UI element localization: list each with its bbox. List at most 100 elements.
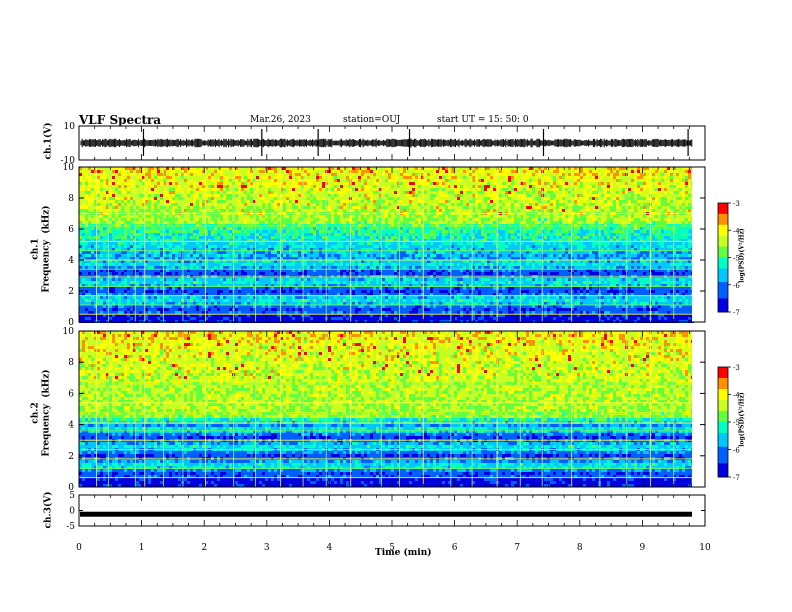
ch1-spectrogram-colorbar-cell-26	[718, 273, 728, 278]
ch3-waveform-ytick-label-2: -5	[66, 522, 75, 532]
ch1-spectrogram-colorbar-cell-2	[718, 208, 728, 212]
ch1-spectrogram-blank	[692, 167, 705, 322]
ch2-spectrogram-colorbar-cell-28	[718, 444, 728, 448]
ch2-spectrogram-colorbar-cell-16	[718, 411, 728, 415]
ch1-spectrogram-colorbar-cell-19	[718, 254, 728, 258]
ch1-spectrogram-colorbar-cell-34	[718, 295, 728, 299]
ch1-spectrogram-colorbar-cell-27	[718, 276, 728, 280]
ch2-spectrogram-colorbar-cell-17	[718, 413, 728, 417]
x-tick-label-10: 10	[699, 543, 711, 553]
ch2-spectrogram-colorbar-cell-9	[718, 391, 728, 395]
ch2-spectrogram-colorbar-cell-2	[718, 372, 728, 376]
ch2-spectrogram-colorbar-cell-7	[718, 386, 728, 390]
ch2-spectrogram-colorbar-cell-0	[718, 367, 728, 371]
ch2-spectrogram-cb-tick-label-3: -6	[733, 447, 740, 455]
x-tick-label-0: 0	[76, 543, 82, 553]
ch2-spectrogram-colorbar-cell-3	[718, 375, 728, 379]
ch1-spectrogram-colorbar-cell-37	[718, 303, 728, 308]
ch1-spectrogram-ytick-label-2: 4	[68, 256, 74, 266]
ch3-waveform-ylabel: ch.3(V)	[43, 492, 53, 529]
ch1-waveform-trace	[80, 138, 693, 148]
ch2-spectrogram-colorbar-cell-21	[718, 424, 728, 428]
x-tick-label-6: 6	[452, 543, 458, 553]
ch2-spectrogram-ytick-label-0: 0	[68, 483, 74, 493]
ch2-spectrogram-blank	[692, 331, 705, 487]
colorbar-label-ch1: log(PSD)(V²/Hz)	[739, 228, 746, 282]
start-time-label: start UT = 15: 50: 0	[437, 115, 529, 125]
ch2-spectrogram-colorbar-cell-23	[718, 430, 728, 434]
ch1-waveform-ytick-label-1: -10	[61, 156, 76, 166]
ch1-spectrogram-colorbar-cell-23	[718, 265, 728, 269]
ch2-spectrogram-colorbar-cell-1	[718, 369, 728, 373]
ch2-spectrogram-colorbar-cell-11	[718, 397, 728, 401]
ch1-spectrogram-cb-tick-label-1: -4	[733, 227, 740, 235]
ch3-waveform-ytick-label-0: 5	[69, 491, 75, 501]
ch2-spectrogram-colorbar-cell-31	[718, 452, 728, 456]
ch2-spectrogram-colorbar-cell-8	[718, 389, 728, 393]
ch1-spectrogram-colorbar-cell-33	[718, 292, 728, 297]
ch1-spectrogram-colorbar-cell-16	[718, 246, 728, 250]
figure-title: VLF Spectra	[79, 113, 161, 127]
ch1-spectrogram-colorbar-cell-15	[718, 243, 728, 248]
ch1-spectrogram-colorbar-cell-1	[718, 205, 728, 209]
ch1-spectrogram-colorbar-cell-36	[718, 301, 728, 305]
ch1-spectrogram-colorbar-cell-28	[718, 279, 728, 283]
ch1-waveform-ylabel: ch.1(V)	[43, 123, 53, 160]
ch1-spectrogram-colorbar-cell-29	[718, 282, 728, 286]
ch1-spectrogram-ylabel: ch.1 Frequency (kHz)	[31, 205, 53, 292]
x-tick-label-7: 7	[514, 543, 520, 553]
ch1-spectrogram-colorbar-cell-3	[718, 211, 728, 215]
ch1-spectrogram-colorbar-cell-12	[718, 235, 728, 239]
ch1-spectrogram	[79, 167, 694, 323]
ch1-spectrogram-colorbar-cell-9	[718, 227, 728, 231]
ch2-spectrogram-ytick-label-4: 8	[68, 358, 74, 368]
ch2-spectrogram-colorbar-cell-10	[718, 394, 728, 398]
ch1-spectrogram-colorbar-cell-21	[718, 260, 728, 264]
x-tick-label-5: 5	[389, 543, 395, 553]
ch2-spectrogram-ylabel: ch.2 Frequency (kHz)	[31, 369, 53, 456]
ch2-spectrogram-colorbar-cell-24	[718, 433, 728, 437]
ch1-spectrogram-colorbar-cell-18	[718, 252, 728, 256]
ch1-spectrogram-cb-tick-label-3: -6	[733, 282, 740, 290]
colorbar-label-ch2: log(PSD)(V²/Hz)	[739, 392, 746, 446]
x-tick-label-4: 4	[327, 543, 333, 553]
ch2-spectrogram-colorbar-cell-6	[718, 383, 728, 387]
ch2-spectrogram	[79, 331, 694, 487]
ch2-spectrogram-colorbar-cell-18	[718, 416, 728, 420]
ch2-spectrogram-colorbar-cell-27	[718, 441, 728, 445]
ch2-spectrogram-ytick-label-3: 6	[68, 389, 74, 399]
ch1-spectrogram-colorbar-cell-4	[718, 213, 728, 218]
ch1-spectrogram-colorbar-cell-32	[718, 290, 728, 294]
ch2-spectrogram-cb-tick-label-0: -3	[733, 364, 740, 372]
ch2-spectrogram-colorbar-cell-26	[718, 438, 728, 442]
x-tick-label-3: 3	[264, 543, 270, 553]
ch2-spectrogram-colorbar-cell-4	[718, 378, 728, 382]
ch2-spectrogram-colorbar-cell-35	[718, 463, 728, 467]
ch2-spectrogram-colorbar-cell-14	[718, 405, 728, 409]
ch1-spectrogram-colorbar-cell-31	[718, 287, 728, 291]
ch2-spectrogram-colorbar-cell-39	[718, 474, 728, 478]
ch1-spectrogram-colorbar-cell-17	[718, 249, 728, 253]
ch1-spectrogram-ytick-label-1: 2	[68, 287, 74, 297]
ch1-waveform-ytick-label-0: 10	[64, 122, 76, 132]
ch1-spectrogram-colorbar-cell-20	[718, 257, 728, 261]
ch1-spectrogram-colorbar-cell-13	[718, 238, 728, 242]
ch2-spectrogram-colorbar-cell-13	[718, 402, 728, 406]
ch1-spectrogram-colorbar-cell-24	[718, 268, 728, 272]
ch2-spectrogram-colorbar-cell-22	[718, 427, 728, 431]
ch2-spectrogram-colorbar-cell-12	[718, 400, 728, 404]
ch1-spectrogram-colorbar-cell-8	[718, 224, 728, 229]
ch1-spectrogram-colorbar-cell-5	[718, 216, 728, 220]
ch2-spectrogram-colorbar-cell-19	[718, 419, 728, 423]
ch2-spectrogram-ytick-label-1: 2	[68, 452, 74, 462]
ch1-spectrogram-ytick-label-5: 10	[63, 163, 75, 173]
ch1-spectrogram-colorbar-cell-30	[718, 284, 728, 288]
x-tick-label-2: 2	[201, 543, 207, 553]
date-label: Mar.26, 2023	[250, 115, 311, 125]
ch1-spectrogram-cb-tick-label-2: -5	[733, 255, 740, 263]
ch2-spectrogram-colorbar-cell-37	[718, 468, 728, 472]
x-tick-label-9: 9	[640, 543, 646, 553]
ch2-spectrogram-colorbar-cell-36	[718, 466, 728, 470]
ch2-spectrogram-colorbar-cell-38	[718, 471, 728, 475]
